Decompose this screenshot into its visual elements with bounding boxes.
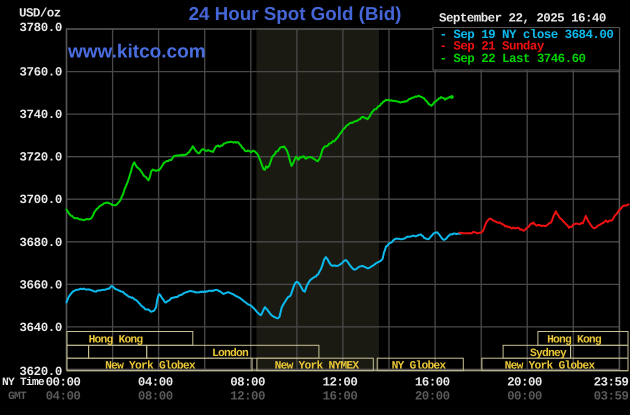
svg-text:12:00: 12:00 <box>230 390 265 404</box>
svg-text:London: London <box>212 347 249 360</box>
svg-text:NY Globex: NY Globex <box>392 359 447 372</box>
svg-text:24 Hour Spot Gold (Bid): 24 Hour Spot Gold (Bid) <box>189 3 402 24</box>
svg-text:3700.0: 3700.0 <box>19 193 62 207</box>
svg-text:USD/oz: USD/oz <box>19 7 61 21</box>
svg-text:08:00: 08:00 <box>230 376 265 390</box>
svg-text:www.kitco.com: www.kitco.com <box>67 42 206 63</box>
svg-text:16:00: 16:00 <box>323 390 358 404</box>
svg-text:3720.0: 3720.0 <box>19 151 62 165</box>
svg-text:23:59: 23:59 <box>594 376 629 390</box>
svg-text:3620.0: 3620.0 <box>19 365 62 379</box>
svg-text:Hong Kong: Hong Kong <box>89 334 144 346</box>
svg-text:20:00: 20:00 <box>507 376 542 390</box>
svg-text:04:00: 04:00 <box>46 390 81 404</box>
svg-text:3660.0: 3660.0 <box>19 278 62 292</box>
svg-text:September 22, 2025 16:40: September 22, 2025 16:40 <box>439 12 606 26</box>
svg-text:3740.0: 3740.0 <box>19 108 62 122</box>
svg-text:- Sep 21 Sunday: - Sep 21 Sunday <box>440 39 545 53</box>
svg-text:00:00: 00:00 <box>507 390 542 404</box>
svg-text:3780.0: 3780.0 <box>19 21 62 35</box>
svg-text:GMT: GMT <box>8 391 27 403</box>
svg-text:16:00: 16:00 <box>415 376 450 390</box>
svg-text:Hong Kong: Hong Kong <box>547 334 602 346</box>
svg-text:Sydney: Sydney <box>530 347 567 360</box>
svg-text:New York Globex: New York Globex <box>505 359 596 372</box>
svg-text:04:00: 04:00 <box>138 376 173 390</box>
svg-text:NY Time: NY Time <box>2 376 45 389</box>
svg-text:12:00: 12:00 <box>323 376 358 390</box>
svg-text:3640.0: 3640.0 <box>19 321 62 335</box>
svg-text:- Sep 22 Last 3746.60: - Sep 22 Last 3746.60 <box>440 52 586 66</box>
svg-text:00:00: 00:00 <box>46 376 81 390</box>
svg-text:08:00: 08:00 <box>138 390 173 404</box>
svg-text:3680.0: 3680.0 <box>19 236 62 250</box>
svg-text:3760.0: 3760.0 <box>19 66 62 80</box>
svg-text:20:00: 20:00 <box>415 390 450 404</box>
svg-text:New York NYMEX: New York NYMEX <box>275 359 360 372</box>
svg-text:New York Globex: New York Globex <box>105 359 196 372</box>
svg-text:- Sep 19 NY close 3684.00: - Sep 19 NY close 3684.00 <box>440 28 614 42</box>
svg-text:03:59: 03:59 <box>594 390 629 404</box>
